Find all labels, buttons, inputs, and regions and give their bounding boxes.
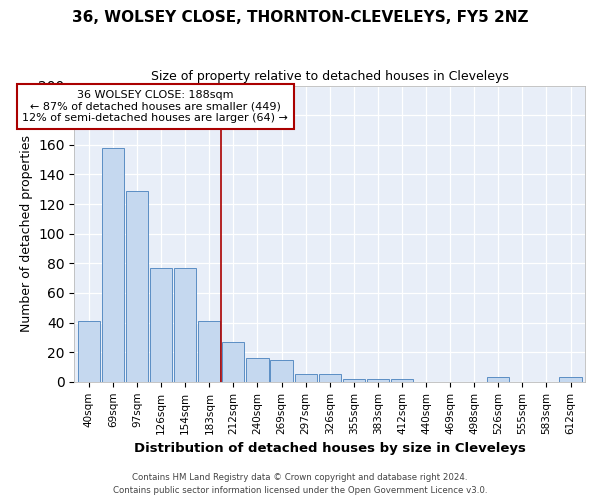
Bar xyxy=(391,379,413,382)
Bar xyxy=(198,321,220,382)
Bar xyxy=(319,374,341,382)
X-axis label: Distribution of detached houses by size in Cleveleys: Distribution of detached houses by size … xyxy=(134,442,526,455)
Text: 36 WOLSEY CLOSE: 188sqm
← 87% of detached houses are smaller (449)
12% of semi-d: 36 WOLSEY CLOSE: 188sqm ← 87% of detache… xyxy=(22,90,288,123)
Text: Contains HM Land Registry data © Crown copyright and database right 2024.
Contai: Contains HM Land Registry data © Crown c… xyxy=(113,474,487,495)
Bar xyxy=(78,321,100,382)
Bar xyxy=(559,378,581,382)
Bar xyxy=(102,148,124,382)
Bar xyxy=(295,374,317,382)
Bar xyxy=(150,268,172,382)
Bar xyxy=(343,379,365,382)
Bar xyxy=(487,378,509,382)
Bar xyxy=(367,379,389,382)
Text: 36, WOLSEY CLOSE, THORNTON-CLEVELEYS, FY5 2NZ: 36, WOLSEY CLOSE, THORNTON-CLEVELEYS, FY… xyxy=(72,10,528,25)
Bar xyxy=(271,360,293,382)
Bar xyxy=(174,268,196,382)
Bar xyxy=(126,190,148,382)
Bar xyxy=(223,342,244,382)
Title: Size of property relative to detached houses in Cleveleys: Size of property relative to detached ho… xyxy=(151,70,509,83)
Bar xyxy=(247,358,269,382)
Y-axis label: Number of detached properties: Number of detached properties xyxy=(20,135,32,332)
